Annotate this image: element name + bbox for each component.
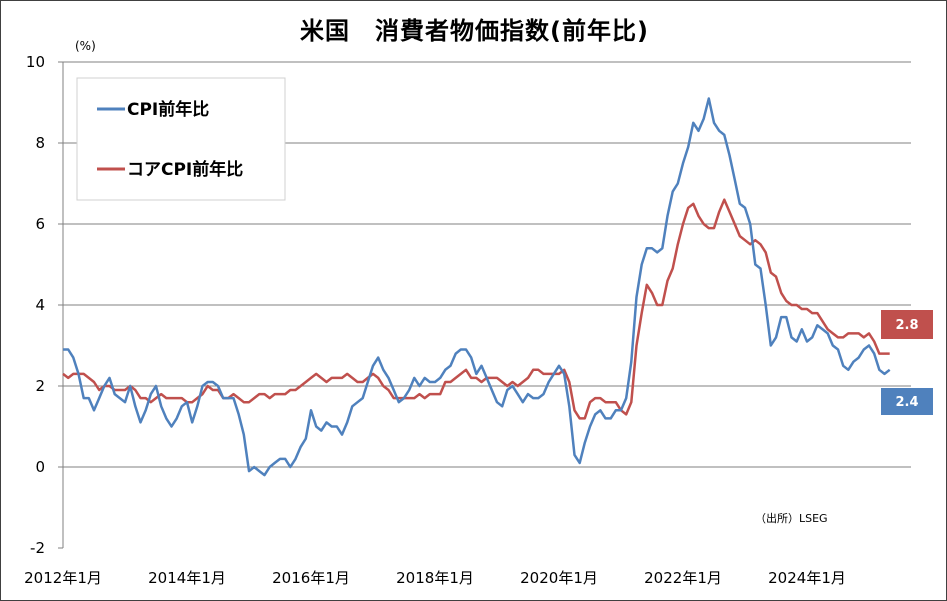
- source-note: （出所）LSEG: [755, 511, 828, 525]
- y-tick-label: 8: [35, 134, 45, 152]
- series-lines: [62, 97, 891, 477]
- end-value-tag-cpi: 2.4: [881, 388, 933, 415]
- end-value-tag-cpi-bg: [881, 388, 933, 415]
- x-tick-label: 2018年1月: [396, 569, 474, 587]
- axes: [58, 61, 911, 549]
- y-tick-labels: -2 0 2 4 6 8 10: [26, 53, 45, 557]
- legend-box: [76, 77, 286, 201]
- x-tick-label: 2020年1月: [520, 569, 598, 587]
- end-value-tag-core-cpi-bg: [881, 310, 933, 339]
- y-axis-unit: (%): [75, 39, 96, 53]
- end-value-tag-core-cpi-label: 2.8: [895, 318, 918, 333]
- y-tick-label: -2: [30, 539, 45, 557]
- end-value-tag-cpi-label: 2.4: [895, 395, 918, 410]
- x-tick-labels: 2012年1月 2014年1月 2016年1月 2018年1月 2020年1月 2022年…: [24, 569, 846, 587]
- x-tick-label: 2016年1月: [272, 569, 350, 587]
- x-tick-label: 2022年1月: [644, 569, 722, 587]
- y-tick-label: 0: [35, 458, 45, 476]
- y-tick-label: 6: [35, 215, 45, 233]
- series-line-cpi: [63, 97, 891, 477]
- end-value-tag-core-cpi: 2.8: [881, 310, 933, 339]
- legend-label-cpi: CPI前年比: [127, 99, 209, 120]
- y-tick-label: 10: [26, 53, 45, 71]
- x-tick-label: 2024年1月: [768, 569, 846, 587]
- x-tick-label: 2012年1月: [24, 569, 102, 587]
- chart-title: 米国 消費者物価指数(前年比): [300, 17, 649, 45]
- x-tick-label: 2014年1月: [148, 569, 226, 587]
- legend-label-core-cpi: コアCPI前年比: [127, 159, 243, 180]
- legend: CPI前年比 コアCPI前年比: [76, 77, 286, 201]
- y-tick-label: 4: [35, 296, 45, 314]
- y-tick-label: 2: [35, 377, 45, 395]
